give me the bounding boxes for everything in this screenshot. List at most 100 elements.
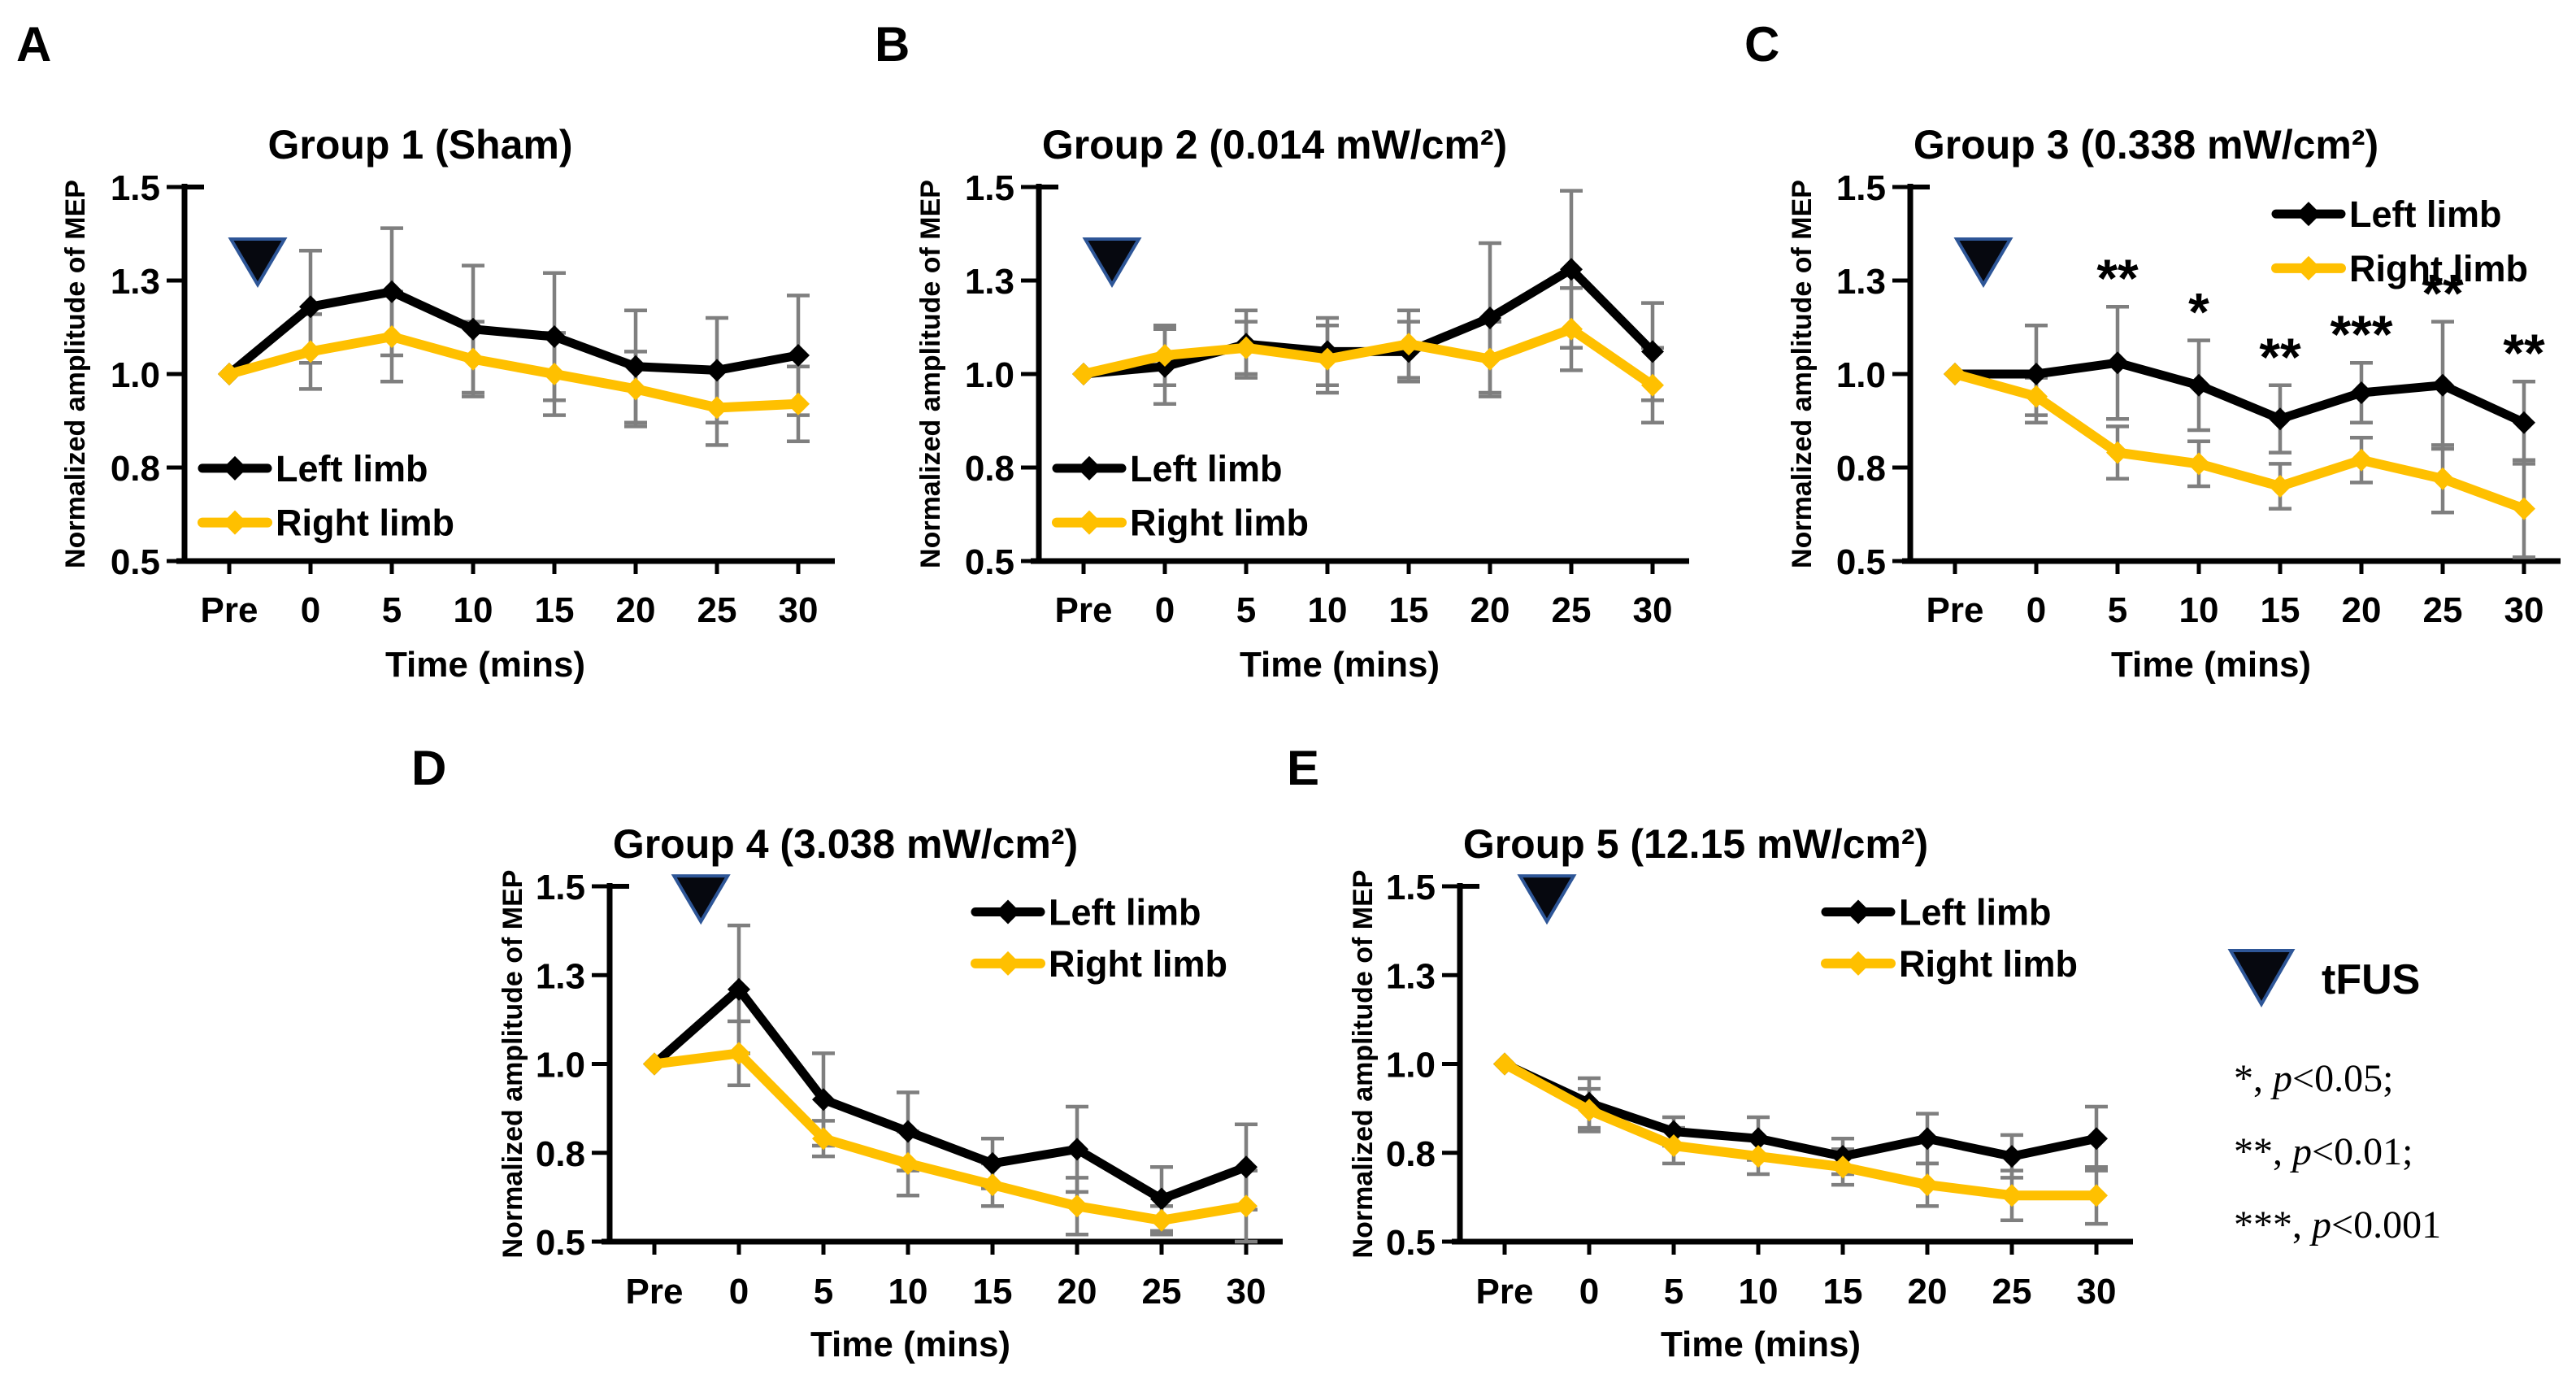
y-tick-label: 0.8 (536, 1134, 585, 1174)
x-tick-label: 10 (2179, 590, 2219, 630)
data-point-marker (2350, 448, 2373, 472)
panel-d: D Group 4 (3.038 mW/cm²) Normalized amplit… (411, 741, 1283, 1364)
data-point-marker (2085, 1127, 2108, 1151)
tfus-triangle-icon (671, 874, 731, 925)
tfus-triangle-icon (1953, 237, 2013, 288)
legend-marker-icon (1846, 899, 1870, 925)
x-tick-label: 5 (814, 1272, 833, 1312)
data-point-marker (380, 325, 403, 348)
pvalue-key-line: **, p<0.01; (2234, 1130, 2413, 1173)
plot-legend: Left limb Right limb (971, 891, 1227, 985)
data-point-marker (812, 1088, 835, 1112)
data-point-marker (1493, 1052, 1516, 1076)
legend-label: Left limb (1049, 891, 1201, 933)
y-tick-label: 1.3 (536, 956, 585, 996)
significance-stars: ** (2503, 323, 2545, 383)
y-tick-label: 1.0 (111, 355, 160, 395)
series-line-right-limb (1950, 369, 2529, 514)
data-point-marker (643, 1052, 666, 1076)
y-tick-label: 0.8 (1386, 1134, 1436, 1174)
data-point-marker (1150, 1187, 1173, 1211)
y-tick-label: 0.5 (965, 542, 1014, 582)
plot-legend: Left limb Right limb (2271, 194, 2528, 289)
panel-letter: D (411, 741, 446, 795)
data-point-marker (543, 325, 566, 348)
y-axis-title: Normalized amplitude of MEP (497, 870, 528, 1259)
data-point-marker (2025, 385, 2048, 408)
data-point-marker (218, 363, 241, 385)
data-point-marker (1066, 1138, 1088, 1161)
data-point-marker (812, 1127, 835, 1151)
y-tick-label: 0.5 (536, 1223, 585, 1263)
x-tick-label: 30 (779, 590, 819, 630)
legend-label: Left limb (1899, 891, 2052, 933)
data-point-marker (1747, 1127, 1770, 1151)
legend-label: Left limb (276, 448, 428, 489)
pvalue-key-line: *, p<0.05; (2234, 1057, 2393, 1100)
x-tick-label: 30 (1227, 1272, 1266, 1312)
data-point-marker (1066, 1194, 1088, 1218)
data-point-marker (787, 392, 810, 416)
x-tick-label: 30 (1633, 590, 1673, 630)
axes: 1.5 1.3 1.0 0.8 0.5 Pre 0 5 10 15 20 25 30 (965, 168, 1689, 630)
panel-title: Group 2 (0.014 mW/cm²) (1042, 122, 1507, 168)
data-point-marker (2431, 467, 2454, 490)
legend-marker-icon (223, 510, 247, 535)
y-tick-label: 0.8 (111, 449, 160, 489)
panel-title: Group 4 (3.038 mW/cm²) (613, 821, 1078, 867)
y-tick-label: 1.5 (111, 168, 160, 208)
legend-marker-icon (223, 455, 247, 481)
series-line-left-limb (224, 287, 803, 379)
x-tick-label: 5 (382, 590, 402, 630)
data-point-marker (462, 317, 484, 341)
data-point-marker (1662, 1134, 1685, 1158)
data-point-marker (2513, 497, 2535, 520)
x-tick-label: 20 (1470, 590, 1510, 630)
axes: 1.5 1.3 1.0 0.8 0.5 Pre 0 5 10 15 20 25 30 (1836, 168, 2561, 630)
axes: 1.5 1.3 1.0 0.8 0.5 Pre 0 5 10 15 20 25 30 (111, 168, 835, 630)
x-tick-label: 25 (1992, 1272, 2032, 1312)
plot-legend: Left limb Right limb (1052, 448, 1309, 544)
y-tick-label: 1.3 (111, 262, 160, 302)
x-tick-label: 10 (454, 590, 493, 630)
plot-legend: Left limb Right limb (198, 448, 454, 544)
data-point-marker (2106, 351, 2129, 375)
panel-title: Group 1 (Sham) (267, 122, 572, 168)
data-point-marker (2085, 1184, 2108, 1207)
data-point-marker (1153, 344, 1176, 367)
tfus-triangle-icon (1082, 237, 1142, 288)
data-point-marker (543, 363, 566, 385)
data-point-marker (1316, 347, 1339, 371)
data-point-marker (2187, 373, 2210, 397)
legend-label: Right limb (1899, 943, 2078, 985)
legend-marker-icon (996, 951, 1020, 976)
series-line-left-limb (1500, 1059, 2101, 1161)
series-line-right-limb (649, 1048, 1251, 1225)
data-point-marker (624, 355, 647, 378)
panel-b: B Group 2 (0.014 mW/cm²) Normalized amplit… (875, 17, 1689, 685)
data-point-marker (1916, 1127, 1939, 1151)
data-point-marker (981, 1173, 1004, 1197)
x-tick-label: 25 (1552, 590, 1592, 630)
axes: 1.5 1.3 1.0 0.8 0.5 Pre 0 5 10 15 20 25 30 (1386, 868, 2133, 1312)
x-tick-label: 5 (1236, 590, 1256, 630)
x-tick-label: 0 (1579, 1272, 1599, 1312)
data-point-marker (1578, 1099, 1601, 1122)
y-tick-label: 0.8 (1836, 449, 1886, 489)
tfus-label: tFUS (2322, 956, 2420, 1003)
x-tick-label: 25 (1142, 1272, 1182, 1312)
x-tick-label: 5 (2108, 590, 2127, 630)
significance-stars: ** (2259, 327, 2301, 387)
x-tick-label: 15 (1389, 590, 1429, 630)
y-axis-title: Normalized amplitude of MEP (915, 180, 946, 568)
data-point-marker (299, 295, 322, 319)
data-point-marker (1747, 1145, 1770, 1168)
y-tick-label: 1.5 (1836, 168, 1886, 208)
legend-label: Right limb (276, 503, 454, 544)
y-tick-label: 1.3 (1836, 262, 1886, 302)
data-point-marker (2269, 407, 2291, 431)
data-point-marker (897, 1120, 919, 1143)
data-point-marker (2269, 475, 2291, 498)
significance-stars: *** (2330, 304, 2392, 364)
